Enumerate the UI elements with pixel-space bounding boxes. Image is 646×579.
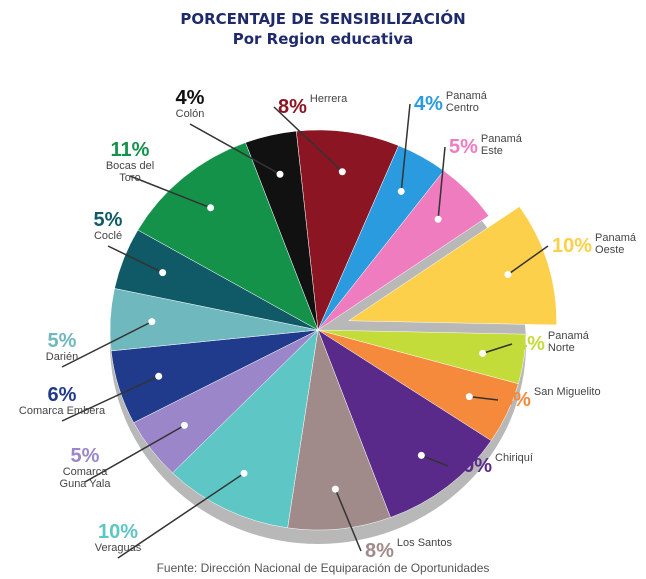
leader-line bbox=[84, 424, 185, 483]
leader-line bbox=[469, 395, 499, 401]
leader-dot bbox=[159, 269, 167, 277]
slice-label: 4% Panamá Norte bbox=[516, 330, 598, 354]
category-label: Herrera bbox=[309, 93, 348, 105]
slice-label: 5% Darién bbox=[46, 331, 78, 363]
category-label: Darién bbox=[45, 351, 79, 363]
value-label: 10% bbox=[97, 521, 139, 543]
leader-dot bbox=[479, 349, 487, 357]
leader-line bbox=[117, 472, 245, 559]
value-label: 6% bbox=[47, 384, 77, 406]
value-label: 4% bbox=[516, 333, 545, 355]
leader-dot bbox=[397, 187, 405, 195]
value-label: 5% bbox=[449, 136, 478, 158]
slice-label: 11% Bocas del Toro bbox=[100, 140, 160, 184]
value-label: 5% bbox=[93, 209, 123, 231]
slice-label: 5% Comarca Guna Yala bbox=[50, 446, 120, 490]
pie-slice bbox=[317, 329, 492, 518]
chart-subtitle: Por Region educativa bbox=[232, 30, 414, 48]
source-note: Fuente: Dirección Nacional de Equiparaci… bbox=[156, 561, 490, 575]
leader-dot bbox=[504, 271, 512, 279]
leader-dot bbox=[207, 204, 215, 212]
category-label: Colón bbox=[175, 108, 205, 120]
slice-label: 10% Veraguas bbox=[95, 522, 141, 554]
slice-label: 5% Panamá Este bbox=[449, 133, 531, 157]
leader-dot bbox=[155, 372, 163, 380]
slice-label: 10% Chiriquí bbox=[452, 452, 533, 476]
slice-label: 8% Los Santos bbox=[365, 537, 452, 561]
slice-label: 6% Comarca Embera bbox=[19, 385, 105, 417]
category-label: Panamá Norte bbox=[547, 330, 589, 354]
slice-label: 5% Coclé bbox=[94, 210, 123, 242]
value-label: 5% bbox=[47, 330, 77, 352]
pie-slice bbox=[287, 329, 391, 531]
chart-title: PORCENTAJE DE SENSIBILIZACIÓN bbox=[180, 10, 466, 28]
leader-line bbox=[273, 106, 343, 173]
leader-line bbox=[421, 454, 449, 467]
leader-dot bbox=[434, 215, 442, 223]
leader-dot bbox=[276, 170, 284, 178]
leader-dot bbox=[338, 168, 346, 176]
category-label: Coclé bbox=[93, 230, 123, 242]
leader-line bbox=[507, 245, 549, 276]
category-label: San Miguelito bbox=[533, 386, 601, 398]
leader-dot bbox=[331, 485, 339, 493]
value-label: 5% bbox=[502, 389, 531, 411]
category-label: Panamá Este bbox=[480, 133, 522, 157]
category-label: Comarca Guna Yala bbox=[59, 466, 111, 490]
value-label: 10% bbox=[452, 455, 493, 477]
leader-line bbox=[400, 103, 411, 192]
pie-slice bbox=[347, 206, 557, 326]
leader-line bbox=[482, 343, 513, 355]
pie-slice bbox=[317, 170, 490, 331]
value-label: 8% bbox=[365, 540, 394, 562]
leader-line bbox=[129, 175, 211, 209]
leader-line bbox=[437, 146, 446, 220]
slice-label: 10% Panamá Oeste bbox=[552, 232, 637, 257]
leader-line bbox=[61, 375, 160, 422]
leader-dot bbox=[180, 421, 188, 429]
value-label: 4% bbox=[414, 93, 443, 115]
category-label: Veraguas bbox=[94, 542, 142, 554]
leader-dot bbox=[465, 393, 473, 401]
value-label: 11% bbox=[110, 139, 150, 161]
leader-line bbox=[334, 488, 362, 552]
pie-slice bbox=[172, 329, 319, 529]
leader-line bbox=[189, 123, 281, 175]
value-label: 8% bbox=[278, 96, 307, 118]
category-label: Bocas del Toro bbox=[105, 160, 155, 184]
slice-label: 4% Panamá Centro bbox=[414, 90, 496, 114]
slice-label: 5% San Miguelito bbox=[502, 386, 601, 410]
leader-dot bbox=[240, 469, 248, 477]
leader-line bbox=[107, 245, 163, 274]
slice-label: 4% Colón bbox=[176, 88, 205, 120]
pie-slice bbox=[137, 142, 319, 331]
value-label: 10% bbox=[552, 235, 593, 257]
category-label: Panamá Centro bbox=[445, 90, 487, 114]
category-label: Comarca Embera bbox=[18, 405, 106, 417]
category-label: Los Santos bbox=[396, 537, 452, 549]
category-label: Panamá Oeste bbox=[595, 232, 637, 256]
category-label: Chiriquí bbox=[495, 452, 533, 464]
slice-label: 8% Herrera bbox=[278, 93, 347, 117]
leader-dot bbox=[148, 318, 156, 326]
value-label: 5% bbox=[70, 445, 100, 467]
pie-slice bbox=[245, 130, 319, 331]
value-label: 4% bbox=[175, 87, 205, 109]
leader-dot bbox=[417, 451, 425, 459]
leader-line bbox=[61, 320, 153, 368]
